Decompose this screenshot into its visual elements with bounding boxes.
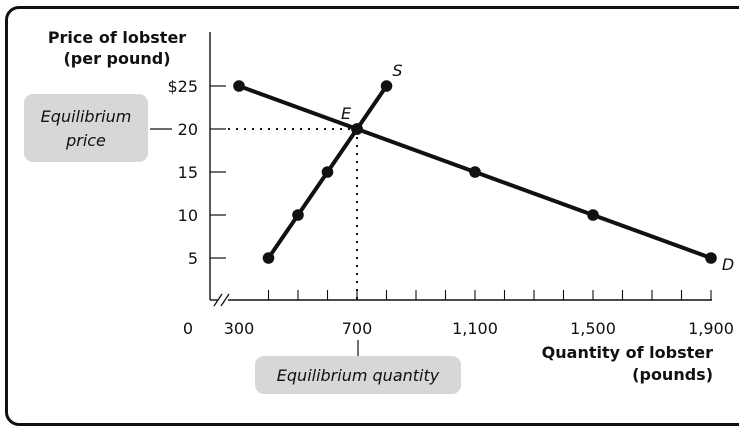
y-tick-label: 20 bbox=[178, 120, 198, 139]
d-point bbox=[705, 252, 717, 264]
y-tick-label: 15 bbox=[178, 163, 198, 182]
equilibrium-price-box bbox=[24, 94, 148, 162]
x-tick-label: 700 bbox=[342, 319, 373, 338]
y-tick-label: 5 bbox=[188, 249, 198, 268]
s-point bbox=[262, 252, 275, 264]
supply-curve-label: S bbox=[392, 61, 402, 80]
y-tick-label: $25 bbox=[167, 77, 198, 96]
d-point bbox=[351, 123, 363, 135]
guides-layer bbox=[228, 128, 358, 300]
x-tick-label: 1,100 bbox=[452, 319, 498, 338]
equilibrium-quantity-label: Equilibrium quantity bbox=[277, 366, 440, 385]
d-point bbox=[233, 80, 245, 92]
equilibrium-quantity-box bbox=[255, 356, 461, 394]
equilibrium-price-label-line2: price bbox=[65, 131, 106, 150]
demand-curve-label: D bbox=[722, 255, 734, 274]
d-point bbox=[587, 209, 599, 221]
series-layer: S D E bbox=[233, 61, 734, 274]
axis-break-icon bbox=[213, 293, 230, 307]
equilibrium-point-label: E bbox=[341, 104, 352, 123]
x-tick-label: 1,500 bbox=[570, 319, 616, 338]
equilibrium-quantity-callout: Equilibrium quantity bbox=[255, 340, 461, 394]
x-tick-label: 300 bbox=[224, 319, 255, 338]
s-point bbox=[380, 80, 393, 92]
s-point bbox=[321, 166, 334, 178]
ticks-layer: $25 20 15 10 5 300 700 1,100 1,500 1,900 bbox=[167, 77, 733, 338]
s-point bbox=[292, 209, 304, 221]
y-axis-title-line2: (per pound) bbox=[63, 49, 170, 68]
x-axis-title-line2: (pounds) bbox=[632, 365, 713, 384]
supply-demand-chart: Price of lobster (per pound) Quantity of… bbox=[24, 28, 734, 394]
equilibrium-price-callout: Equilibrium price bbox=[24, 94, 172, 162]
d-point bbox=[469, 166, 481, 178]
origin-label: 0 bbox=[183, 319, 193, 338]
x-axis-title-line1: Quantity of lobster bbox=[542, 343, 713, 362]
y-tick-label: 10 bbox=[178, 206, 198, 225]
y-axis-title-line1: Price of lobster bbox=[48, 28, 186, 47]
equilibrium-price-label-line1: Equilibrium bbox=[41, 107, 132, 126]
x-tick-label: 1,900 bbox=[688, 319, 734, 338]
